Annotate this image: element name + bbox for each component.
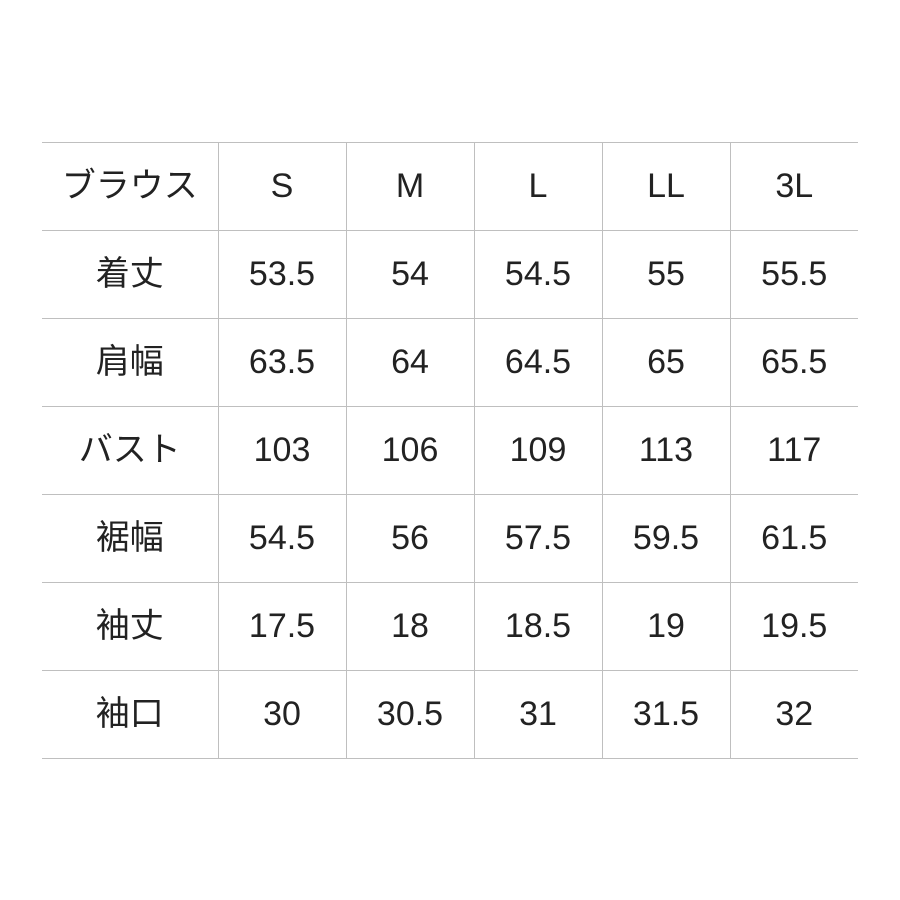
table-cell: 18 [346,582,474,670]
table-cell: 32 [730,670,858,758]
table-cell: 117 [730,406,858,494]
header-cell-size: M [346,142,474,230]
table-cell: 61.5 [730,494,858,582]
table-row: バスト 103 106 109 113 117 [42,406,858,494]
table-cell: 17.5 [218,582,346,670]
header-cell-size: LL [602,142,730,230]
table-cell: 106 [346,406,474,494]
header-cell-size: L [474,142,602,230]
page: ブラウス S M L LL 3L 着丈 53.5 54 54.5 55 55.5… [0,0,900,900]
table-row: 裾幅 54.5 56 57.5 59.5 61.5 [42,494,858,582]
header-cell-size: S [218,142,346,230]
row-label: 肩幅 [42,318,218,406]
table-cell: 55 [602,230,730,318]
row-label: 着丈 [42,230,218,318]
row-label: 袖丈 [42,582,218,670]
table-cell: 31.5 [602,670,730,758]
table-cell: 57.5 [474,494,602,582]
table-cell: 113 [602,406,730,494]
table-row: 袖口 30 30.5 31 31.5 32 [42,670,858,758]
table-cell: 31 [474,670,602,758]
table-cell: 63.5 [218,318,346,406]
table-cell: 59.5 [602,494,730,582]
table-cell: 53.5 [218,230,346,318]
table-cell: 64 [346,318,474,406]
table-row: 肩幅 63.5 64 64.5 65 65.5 [42,318,858,406]
table-cell: 55.5 [730,230,858,318]
table-cell: 19.5 [730,582,858,670]
row-label: 裾幅 [42,494,218,582]
table-cell: 103 [218,406,346,494]
table-cell: 54.5 [474,230,602,318]
table-header-row: ブラウス S M L LL 3L [42,142,858,230]
size-chart-table: ブラウス S M L LL 3L 着丈 53.5 54 54.5 55 55.5… [42,142,858,759]
table-row: 着丈 53.5 54 54.5 55 55.5 [42,230,858,318]
table-cell: 56 [346,494,474,582]
table-cell: 64.5 [474,318,602,406]
header-cell-label: ブラウス [42,142,218,230]
table-cell: 30 [218,670,346,758]
row-label: 袖口 [42,670,218,758]
table-cell: 54 [346,230,474,318]
table-cell: 109 [474,406,602,494]
table-row: 袖丈 17.5 18 18.5 19 19.5 [42,582,858,670]
table-cell: 19 [602,582,730,670]
table-cell: 65.5 [730,318,858,406]
table-cell: 30.5 [346,670,474,758]
table-cell: 54.5 [218,494,346,582]
header-cell-size: 3L [730,142,858,230]
table-cell: 65 [602,318,730,406]
table-cell: 18.5 [474,582,602,670]
row-label: バスト [42,406,218,494]
